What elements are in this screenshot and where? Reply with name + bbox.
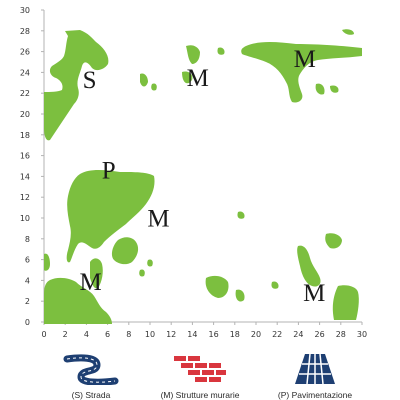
- vegetation-patch: [147, 259, 153, 267]
- y-tick-label: 0: [25, 318, 30, 327]
- legend-road: (S) Strada: [26, 352, 156, 400]
- legend-paving-label: (P) Pavimentazione: [277, 390, 353, 400]
- vegetation-patch: [271, 281, 279, 289]
- map-letter-m: M: [187, 65, 209, 92]
- y-tick-label: 18: [20, 131, 30, 140]
- vegetation-patch: [44, 253, 50, 271]
- vegetation-patch: [186, 45, 200, 64]
- vegetation-patch: [217, 47, 225, 55]
- x-tick-label: 26: [315, 330, 325, 339]
- vegetation-patch: [325, 233, 342, 249]
- y-tick-label: 26: [20, 48, 30, 57]
- legend-paving: (P) Pavimentazione: [250, 352, 380, 400]
- y-tick-label: 8: [25, 235, 30, 244]
- y-tick-label: 14: [20, 172, 30, 181]
- x-tick-label: 6: [105, 330, 110, 339]
- vegetation-patch: [90, 258, 103, 289]
- x-tick-label: 14: [187, 330, 197, 339]
- road-icon: [26, 352, 156, 386]
- y-tick-label: 30: [20, 6, 30, 15]
- x-tick-label: 4: [84, 330, 89, 339]
- y-tick-label: 2: [25, 297, 30, 306]
- y-tick-label: 10: [20, 214, 30, 223]
- vegetation-map: 0 2 4 6 8 10 12 14 16 18 20 22 24 26 28 300246810121416…: [20, 6, 367, 339]
- vegetation-patch: [235, 289, 245, 302]
- vegetation-patch: [205, 275, 229, 298]
- vegetation-patch: [66, 170, 155, 263]
- vegetation-patch: [315, 83, 325, 95]
- x-tick-label: 18: [230, 330, 240, 339]
- y-tick-label: 28: [20, 27, 30, 36]
- x-tick-label: 20: [251, 330, 261, 339]
- x-tick-label: 8: [126, 330, 131, 339]
- vegetation-patch: [44, 277, 112, 324]
- map-letter-p: P: [102, 157, 116, 184]
- vegetation-patch: [330, 85, 339, 93]
- paving-icon: [250, 352, 380, 386]
- legend-road-label: (S) Strada: [71, 390, 111, 400]
- map-letter-m: M: [303, 280, 325, 307]
- x-tick-label: 22: [272, 330, 282, 339]
- map-axes: 0 2 4 6 8 10 12 14 16 18 20 22 24 26 28 300246810121416…: [20, 6, 367, 339]
- map-letter-m: M: [80, 269, 102, 296]
- x-tick-label: 28: [336, 330, 346, 339]
- vegetation-patch: [182, 71, 193, 84]
- vegetation-patch: [237, 211, 245, 219]
- vegetation-areas: [44, 29, 362, 324]
- legend-walls: (M) Strutture murarie: [135, 352, 265, 400]
- vegetation-patch: [332, 285, 359, 320]
- x-tick-label: 30: [357, 330, 367, 339]
- y-tick-label: 4: [25, 276, 30, 285]
- x-tick-label: 12: [166, 330, 176, 339]
- legend-walls-label: (M) Strutture murarie: [160, 390, 240, 400]
- x-tick-label: 10: [145, 330, 155, 339]
- y-tick-label: 16: [20, 152, 30, 161]
- vegetation-patch: [139, 269, 145, 277]
- y-tick-label: 24: [20, 68, 30, 77]
- vegetation-patch: [111, 237, 139, 265]
- vegetation-patch: [95, 203, 101, 211]
- brick-wall-icon: [135, 352, 265, 386]
- y-tick-label: 6: [25, 256, 30, 265]
- x-tick-label: 0: [41, 330, 46, 339]
- vegetation-patch: [342, 29, 354, 35]
- vegetation-patch: [297, 245, 321, 287]
- x-tick-label: 2: [63, 330, 68, 339]
- y-tick-label: 20: [20, 110, 30, 119]
- y-tick-label: 22: [20, 89, 30, 98]
- x-tick-label: 16: [209, 330, 219, 339]
- x-tick-label: 24: [293, 330, 303, 339]
- y-tick-label: 12: [20, 193, 30, 202]
- map-letter-s: S: [83, 67, 97, 94]
- vegetation-patch: [241, 42, 362, 103]
- map-letter-m: M: [147, 205, 169, 232]
- vegetation-patch: [44, 30, 109, 141]
- map-letters: S M M P M M M: [80, 46, 326, 307]
- map-letter-m: M: [294, 46, 316, 73]
- vegetation-patch: [151, 83, 157, 91]
- vegetation-patch: [140, 73, 148, 87]
